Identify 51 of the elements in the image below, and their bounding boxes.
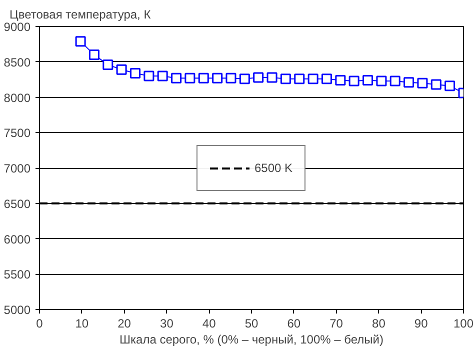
x-tick-label: 90 xyxy=(414,316,428,330)
point xyxy=(226,72,236,84)
x-tick-label: 70 xyxy=(330,316,344,330)
point xyxy=(348,76,360,86)
y-tick-label: 5500 xyxy=(4,268,31,282)
x-tick-label: 60 xyxy=(287,316,301,330)
point xyxy=(239,74,250,84)
point xyxy=(212,72,223,84)
point xyxy=(171,72,182,84)
point xyxy=(404,77,414,88)
y-tick-label: 7000 xyxy=(4,162,31,176)
point xyxy=(144,70,154,82)
legend-label: 6500 K xyxy=(254,160,293,174)
point xyxy=(335,75,346,86)
y-tick-label: 8000 xyxy=(4,90,31,105)
point xyxy=(390,76,400,86)
x-tick-label: 10 xyxy=(75,316,89,330)
y-tick-label: 6500 xyxy=(4,196,31,211)
point xyxy=(130,68,140,78)
y-tick-label: 7500 xyxy=(4,126,31,140)
point xyxy=(75,36,86,47)
point xyxy=(266,72,278,83)
point xyxy=(308,74,318,84)
y-tick-label: 5000 xyxy=(4,303,31,317)
point xyxy=(88,50,100,60)
point xyxy=(444,80,456,92)
point xyxy=(157,70,168,82)
point xyxy=(376,76,387,86)
point xyxy=(116,64,127,75)
x-tick-label: 30 xyxy=(160,316,174,330)
point xyxy=(294,74,305,84)
y-tick-label: 9000 xyxy=(4,20,31,34)
point xyxy=(280,74,291,84)
x-tick-label: 100 xyxy=(453,316,473,330)
point xyxy=(362,75,374,86)
x-axis-title: Шкала серого, % (0% – черный, 100% – белый) xyxy=(120,332,384,346)
x-tick-label: 50 xyxy=(244,316,258,330)
y-axis-title: Цветовая температура, К xyxy=(10,8,151,22)
point xyxy=(417,78,428,88)
point xyxy=(253,72,264,83)
point xyxy=(184,72,196,84)
point xyxy=(321,74,332,84)
x-tick-label: 20 xyxy=(118,316,132,330)
y-tick-label: 8500 xyxy=(4,55,31,70)
point xyxy=(430,79,442,90)
x-tick-label: 40 xyxy=(202,316,216,330)
point xyxy=(102,59,114,70)
point xyxy=(198,72,209,84)
x-tick-label: 0 xyxy=(36,316,44,330)
x-tick-label: 80 xyxy=(372,316,386,330)
y-tick-label: 6000 xyxy=(4,232,31,246)
